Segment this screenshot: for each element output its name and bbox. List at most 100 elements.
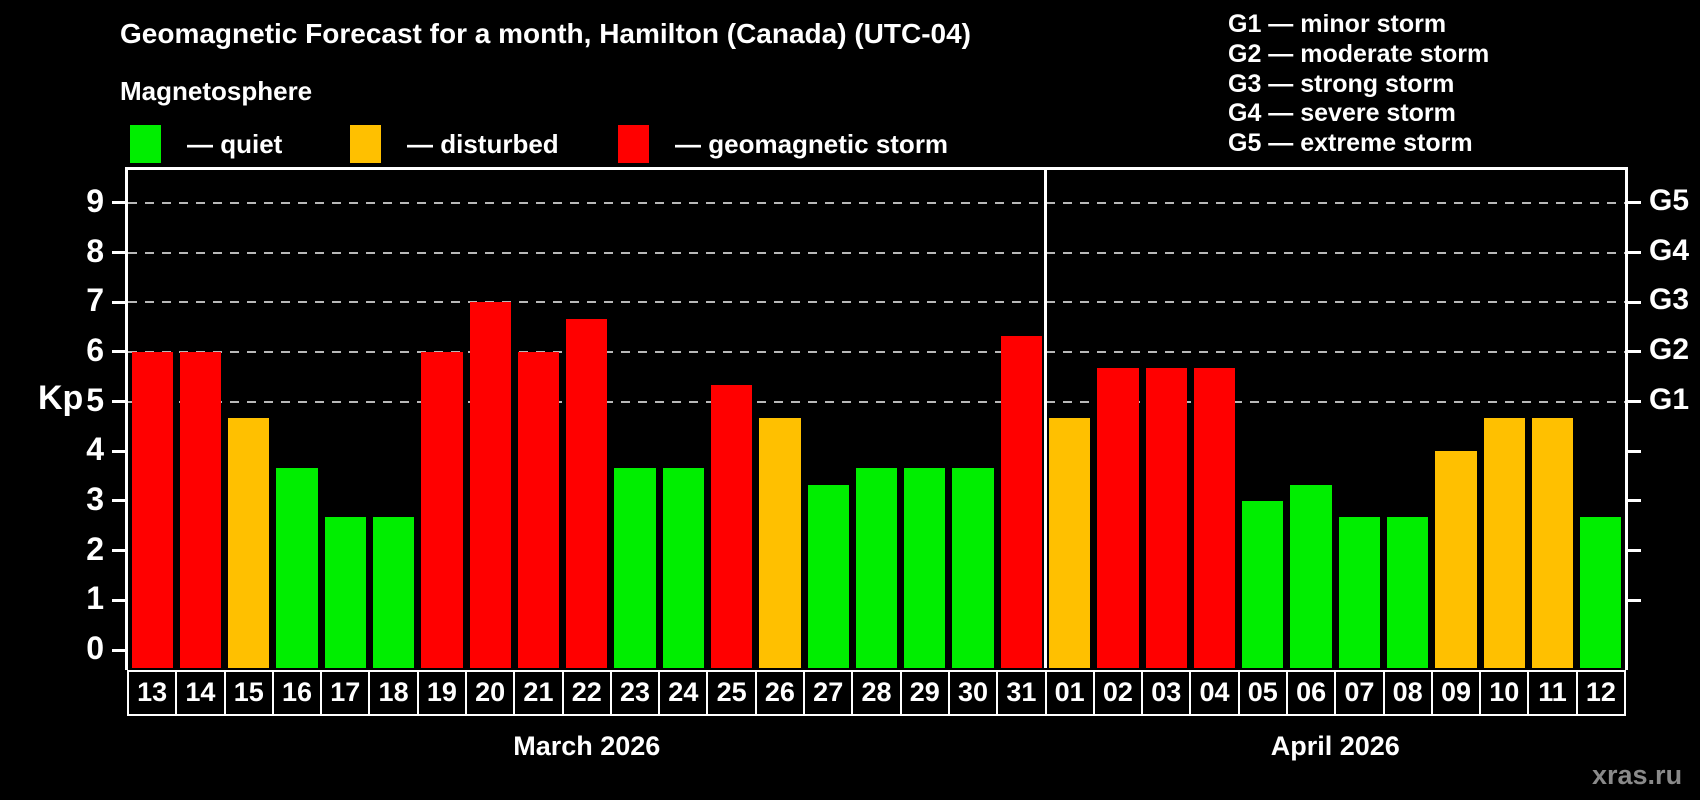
day-label-27: 27 (803, 670, 854, 716)
y-axis-tick (112, 499, 125, 503)
day-label-19: 19 (416, 670, 468, 716)
day-label-10: 10 (1479, 670, 1530, 716)
day-label-17: 17 (320, 670, 371, 716)
y-axis-tick-label: 1 (86, 580, 104, 617)
day-label-12: 12 (1575, 670, 1626, 716)
kp-bar-day-15 (228, 418, 270, 668)
y-axis-tick (112, 598, 125, 602)
kp-bar-day-27 (807, 484, 849, 668)
g-scale-legend-line-g5: G5 — extreme storm (1228, 129, 1473, 158)
y-axis-tick (112, 350, 125, 354)
g-axis-tick (1628, 598, 1641, 602)
day-label-14: 14 (175, 670, 226, 716)
kp-bar-day-29 (904, 467, 946, 668)
day-label-11: 11 (1527, 670, 1578, 716)
day-label-29: 29 (899, 670, 950, 716)
legend-item-quiet: — quiet (130, 122, 282, 166)
kp-bar-day-01 (1049, 418, 1091, 668)
kp-bar-day-18 (372, 517, 415, 668)
kp-bar-day-28 (855, 467, 898, 668)
day-label-28: 28 (851, 670, 902, 716)
y-axis-tick-label: 7 (86, 282, 104, 319)
day-label-22: 22 (561, 670, 612, 716)
y-axis-tick (112, 648, 125, 652)
day-label-25: 25 (706, 670, 757, 716)
y-axis-tick (112, 449, 125, 453)
y-axis-tick-label: 6 (86, 331, 104, 368)
day-label-24: 24 (658, 670, 709, 716)
y-axis-tick (112, 201, 125, 205)
kp-bar-day-25 (710, 385, 753, 668)
g-axis-label-g2: G2 (1649, 332, 1690, 366)
kp-bar-day-14 (179, 351, 222, 668)
day-label-08: 08 (1382, 670, 1433, 716)
day-label-26: 26 (754, 670, 806, 716)
legend-label-storm: — geomagnetic storm (675, 128, 949, 159)
kp-bar-day-24 (662, 467, 704, 668)
y-axis-tick-label: 3 (86, 480, 104, 517)
gridline-kp6 (128, 350, 1625, 353)
day-label-20: 20 (465, 670, 516, 716)
kp-bar-day-26 (759, 418, 801, 668)
kp-bar-day-07 (1338, 517, 1381, 668)
legend-item-storm: — geomagnetic storm (618, 122, 948, 166)
kp-bar-day-20 (469, 302, 511, 668)
kp-bar-day-31 (1000, 335, 1042, 668)
kp-bar-day-03 (1145, 368, 1187, 668)
g-axis-label-g3: G3 (1649, 283, 1690, 317)
month-separator (1044, 170, 1048, 668)
g-axis-tick (1628, 201, 1641, 205)
day-label-02: 02 (1092, 670, 1144, 716)
kp-bar-day-21 (517, 351, 560, 668)
g-axis-tick (1628, 300, 1641, 304)
disturbed-color-swatch (350, 125, 381, 163)
day-label-21: 21 (513, 670, 564, 716)
g-axis-tick (1628, 350, 1641, 354)
magnetosphere-label: Magnetosphere (120, 76, 313, 106)
day-label-31: 31 (996, 670, 1047, 716)
day-label-06: 06 (1285, 670, 1337, 716)
gridline-kp5 (128, 400, 1625, 403)
kp-bar-day-10 (1483, 418, 1525, 668)
plot-frame-left (125, 167, 128, 670)
g-axis-tick (1628, 251, 1641, 255)
kp-bar-day-04 (1193, 368, 1236, 668)
gridline-kp8 (128, 251, 1625, 254)
g-axis-label-g4: G4 (1649, 233, 1690, 267)
kp-axis-title: Kp (38, 379, 84, 417)
kp-bar-day-06 (1290, 484, 1332, 668)
day-label-13: 13 (127, 670, 178, 716)
g-scale-legend-line-g2: G2 — moderate storm (1228, 39, 1490, 68)
day-label-07: 07 (1334, 670, 1385, 716)
y-axis-tick-label: 8 (86, 232, 104, 269)
y-axis-tick-label: 9 (86, 182, 104, 219)
g-scale-legend: G1 — minor storm G2 — moderate storm G3 … (1228, 10, 1489, 159)
y-axis-tick (112, 251, 125, 255)
gridline-kp7 (128, 301, 1625, 304)
y-axis-tick (112, 300, 125, 304)
y-axis-tick-label: 4 (86, 431, 104, 468)
plot-frame-right (1625, 167, 1628, 670)
chart-title: Geomagnetic Forecast for a month, Hamilt… (120, 18, 971, 49)
kp-bar-day-05 (1242, 500, 1284, 668)
day-label-09: 09 (1430, 670, 1482, 716)
g-axis-label-g5: G5 (1649, 183, 1690, 217)
kp-bar-day-09 (1435, 451, 1477, 668)
g-scale-legend-line-g1: G1 — minor storm (1228, 10, 1447, 38)
month-label: April 2026 (1270, 731, 1400, 761)
kp-bar-day-02 (1097, 368, 1139, 668)
y-axis-tick (112, 549, 125, 553)
legend-label-disturbed: — disturbed (407, 128, 559, 159)
kp-bar-day-22 (566, 318, 608, 668)
plot-frame-top (125, 167, 1628, 170)
legend-item-disturbed: — disturbed (350, 122, 559, 166)
kp-bar-day-12 (1580, 517, 1622, 668)
kp-bar-day-13 (131, 351, 173, 668)
g-axis-label-g1: G1 (1649, 382, 1690, 416)
kp-bar-day-23 (614, 467, 656, 668)
day-label-16: 16 (271, 670, 323, 716)
kp-bar-day-17 (324, 517, 366, 668)
day-label-05: 05 (1237, 670, 1288, 716)
storm-color-swatch (618, 125, 649, 163)
